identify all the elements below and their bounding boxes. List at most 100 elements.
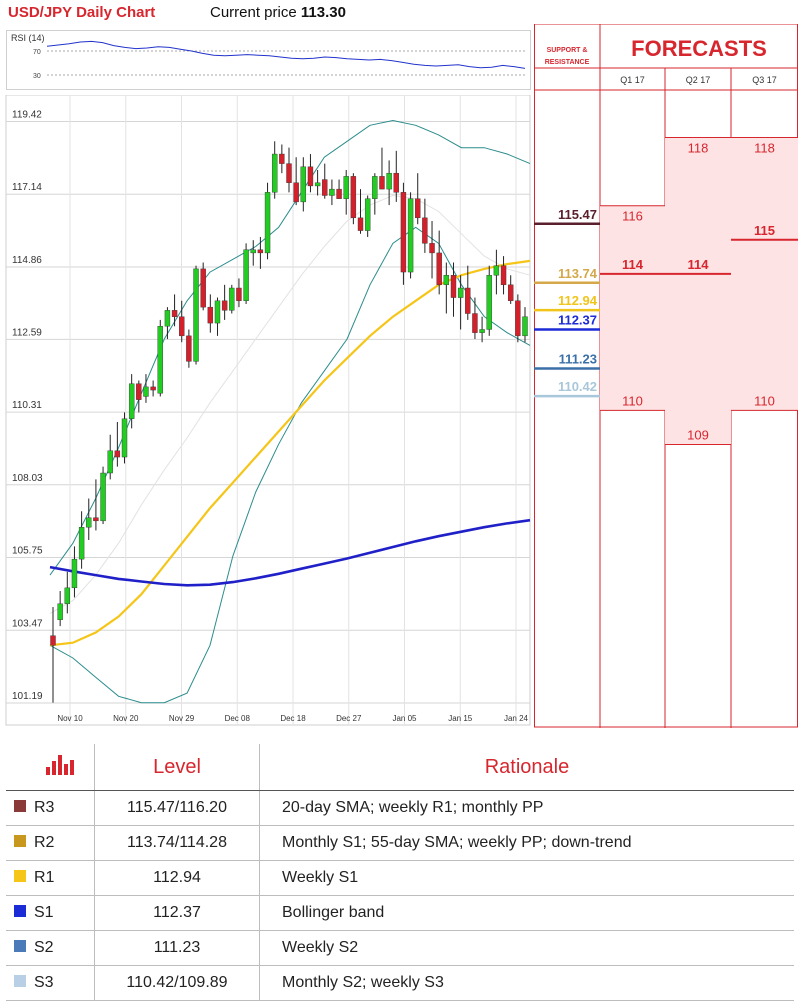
row-color-swatch — [14, 975, 26, 987]
candle-body — [386, 172, 392, 190]
x-tick-label: Jan 05 — [392, 714, 417, 723]
forecasts-title: FORECASTS — [631, 36, 767, 61]
candle — [50, 606, 56, 703]
row-color-cell — [6, 860, 32, 896]
row-color-swatch — [14, 870, 26, 882]
level-value: 112.37 — [94, 895, 260, 931]
support-resistance-label: RESISTANCE — [545, 59, 590, 66]
level-code: R1 — [32, 860, 95, 896]
candle-body — [336, 188, 342, 199]
forecast-high-label: 116 — [622, 209, 643, 224]
candle — [407, 192, 414, 279]
candle — [143, 374, 149, 403]
level-rationale: Monthly S2; weekly S3 — [259, 965, 794, 1001]
level-code: S2 — [32, 930, 95, 966]
level-code: R2 — [32, 825, 95, 861]
price-chart: 119.42 117.14 114.86 112.59 110.31 108.03 105.… — [5, 95, 531, 726]
row-color-cell — [6, 895, 32, 931]
candle — [86, 498, 92, 540]
candle — [357, 189, 364, 234]
candle-body — [486, 275, 492, 330]
candle-body — [436, 252, 442, 286]
candle — [336, 179, 342, 199]
level-rationale: 20-day SMA; weekly R1; monthly PP — [259, 790, 794, 826]
candle — [264, 182, 271, 260]
candle-body — [221, 300, 228, 311]
forecast-range — [600, 205, 665, 411]
table-header-rationale: Rationale — [259, 744, 794, 791]
candle — [114, 421, 121, 467]
candle-body — [86, 517, 92, 528]
candle-body — [379, 176, 385, 190]
candle — [393, 150, 399, 202]
candle-body — [443, 275, 450, 286]
candle-body — [164, 310, 171, 327]
forecast-mid-label: 115 — [754, 223, 775, 238]
rsi-level-label: 30 — [33, 73, 41, 80]
level-code: R3 — [32, 790, 95, 826]
candle — [479, 316, 485, 343]
candle — [329, 179, 335, 206]
table-row: S3 110.42/109.89 Monthly S2; weekly S3 — [6, 965, 794, 1001]
candle-body — [50, 635, 56, 646]
candle-body — [493, 265, 500, 276]
candle — [179, 300, 185, 343]
candle — [164, 307, 171, 340]
candle — [186, 329, 192, 368]
x-tick-label: Nov 20 — [113, 714, 139, 723]
candle — [314, 169, 321, 196]
x-tick-label: Dec 18 — [280, 714, 306, 723]
candle — [293, 157, 299, 206]
candle-body — [78, 527, 85, 560]
y-tick-label: 105.75 — [12, 546, 43, 557]
candle-body — [93, 517, 99, 522]
chart-title: USD/JPY Daily Chart — [8, 4, 156, 21]
support-resistance-value: 113.74 — [558, 266, 598, 281]
candle — [386, 160, 392, 206]
level-rationale: Bollinger band — [259, 895, 794, 931]
candle-body — [400, 192, 407, 273]
level-value: 115.47/116.20 — [94, 790, 260, 826]
candle-body — [329, 188, 335, 196]
level-value: 111.23 — [94, 930, 260, 966]
table-header-level: Level — [94, 744, 260, 791]
candle-body — [307, 166, 314, 187]
sma-200-line — [49, 518, 531, 587]
candle — [221, 284, 228, 320]
x-tick-label: Jan 15 — [448, 714, 473, 723]
row-color-cell — [6, 825, 32, 861]
y-tick-label: 110.31 — [12, 400, 42, 411]
candle-body — [271, 153, 278, 193]
candle — [250, 240, 256, 266]
candle — [500, 256, 507, 295]
candle-body — [507, 284, 514, 301]
candle — [350, 173, 357, 225]
sma-55-line — [49, 259, 531, 647]
candle-body — [171, 310, 178, 317]
rsi-line — [46, 40, 526, 69]
y-tick-label: 112.59 — [12, 327, 42, 338]
candle-body — [415, 198, 421, 219]
candle-body — [214, 300, 221, 324]
y-tick-label: 119.42 — [12, 110, 42, 121]
candle — [171, 294, 178, 327]
candle — [57, 591, 63, 627]
candle-body — [300, 166, 307, 203]
rsi-chart: 70 30 — [33, 40, 526, 80]
candle — [93, 479, 99, 531]
candle — [286, 147, 292, 193]
level-value: 110.42/109.89 — [94, 965, 260, 1001]
forecast-mid-label: 114 — [622, 257, 644, 272]
forecast-high-label: 118 — [688, 140, 709, 155]
candle — [343, 169, 349, 215]
candle-body — [422, 217, 428, 244]
x-tick-label: Jan 24 — [504, 714, 529, 723]
candle-body — [264, 192, 271, 254]
table-header-row: Level Rationale — [6, 744, 794, 791]
candle — [121, 412, 128, 464]
candle — [307, 154, 314, 193]
candle-body — [150, 386, 156, 391]
level-code: S3 — [32, 965, 95, 1001]
candle — [229, 284, 235, 314]
candle — [64, 571, 71, 614]
